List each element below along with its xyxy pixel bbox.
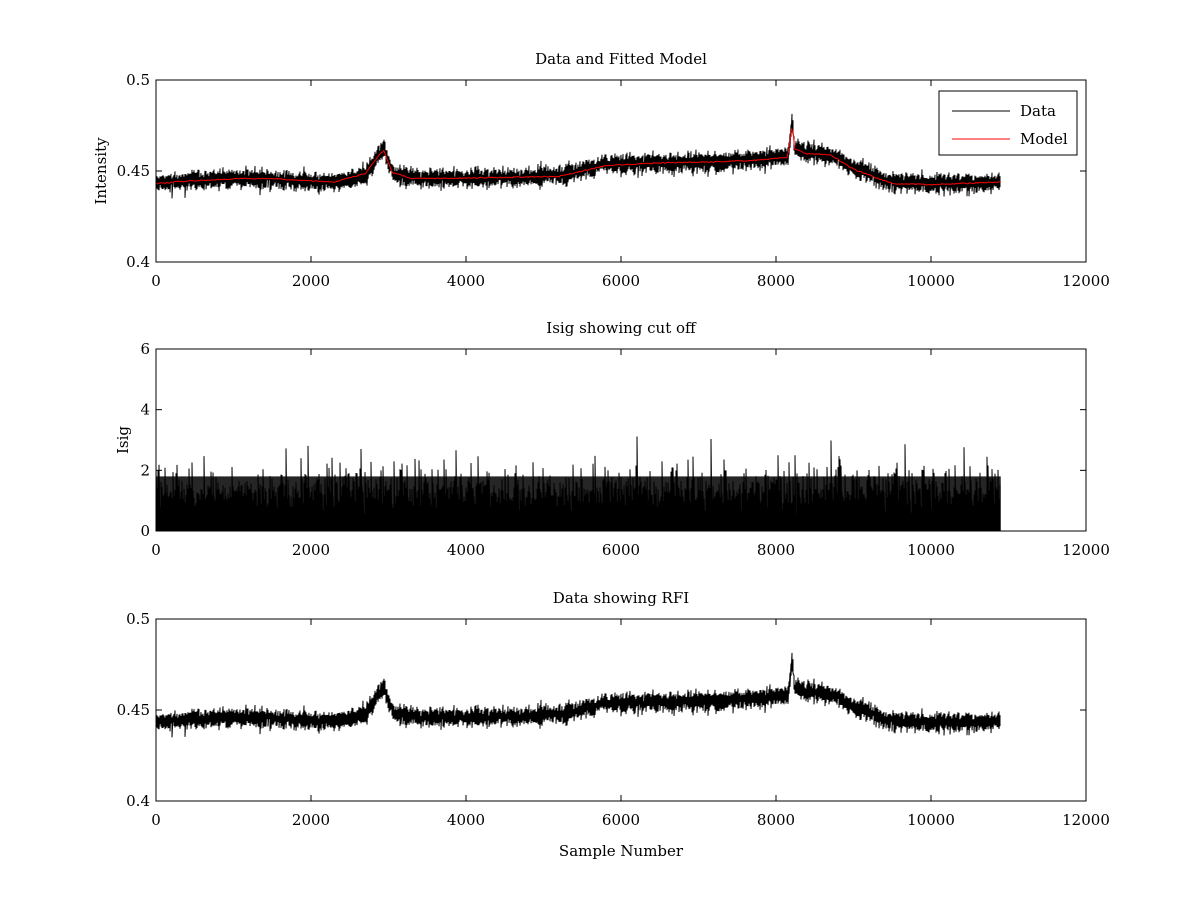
x-tick-label: 6000 (602, 541, 640, 559)
x-tick-label: 4000 (447, 272, 485, 290)
y-axis-label: Isig (114, 426, 132, 454)
panel-title: Isig showing cut off (546, 319, 697, 337)
plot-area (155, 436, 1001, 532)
y-tick-label: 0 (140, 522, 150, 540)
y-tick-label: 0.45 (117, 162, 150, 180)
legend: Data Model (938, 90, 1078, 156)
x-tick-label: 2000 (292, 811, 330, 829)
y-tick-label: 2 (140, 461, 150, 479)
x-tick-label: 6000 (602, 811, 640, 829)
model-series-line (155, 127, 1001, 186)
plot-area (155, 113, 1001, 199)
axes-frame (155, 618, 1087, 802)
data-series-line (155, 652, 1001, 738)
panel-title: Data and Fitted Model (535, 50, 707, 68)
legend-box (938, 90, 1078, 156)
x-tick-label: 0 (151, 811, 161, 829)
x-tick-label: 10000 (907, 272, 955, 290)
x-tick-label: 2000 (292, 272, 330, 290)
y-tick-label: 0.4 (126, 792, 150, 810)
x-tick-label: 4000 (447, 811, 485, 829)
x-tick-label: 4000 (447, 541, 485, 559)
panel-data-and-fitted-model: Data and Fitted Model Intensity 0 2000 400… (92, 50, 1110, 290)
ticks: 0 2000 4000 6000 8000 10000 12000 0.4 0.45 0.5 (117, 610, 1110, 829)
x-tick-label: 2000 (292, 541, 330, 559)
y-tick-label: 0.4 (126, 253, 150, 271)
x-tick-label: 12000 (1062, 811, 1110, 829)
y-tick-label: 0.5 (126, 71, 150, 89)
y-tick-label: 6 (140, 340, 150, 358)
x-tick-label: 10000 (907, 811, 955, 829)
x-tick-label: 10000 (907, 541, 955, 559)
axes-frame (155, 79, 1087, 263)
x-tick-label: 8000 (757, 541, 795, 559)
x-tick-label: 12000 (1062, 272, 1110, 290)
legend-entry-data: Data (1020, 102, 1056, 120)
y-tick-label: 0.5 (126, 610, 150, 628)
x-tick-label: 8000 (757, 272, 795, 290)
panel-title: Data showing RFI (553, 589, 689, 607)
x-tick-label: 0 (151, 272, 161, 290)
ticks: 0 2000 4000 6000 8000 10000 12000 0 2 4 6 (140, 340, 1109, 559)
axes-frame (155, 348, 1087, 532)
x-tick-label: 8000 (757, 811, 795, 829)
panel-isig-showing-cut-off: Isig showing cut off Isig 0 2000 4000 6000 8… (114, 319, 1110, 559)
x-tick-label: 0 (151, 541, 161, 559)
ticks: 0 2000 4000 6000 8000 10000 12000 0.4 0.45 0.5 (117, 71, 1110, 290)
x-tick-label: 6000 (602, 272, 640, 290)
y-tick-label: 4 (140, 401, 150, 419)
panel-data-showing-rfi: Data showing RFI 0 2000 4000 6000 8000 10000 1… (117, 589, 1110, 860)
x-axis-label: Sample Number (559, 842, 684, 860)
isig-series-line (155, 436, 1001, 532)
plot-area (155, 652, 1001, 738)
y-tick-label: 0.45 (117, 701, 150, 719)
y-axis-label: Intensity (92, 137, 110, 205)
legend-entry-model: Model (1020, 130, 1068, 148)
x-tick-label: 12000 (1062, 541, 1110, 559)
